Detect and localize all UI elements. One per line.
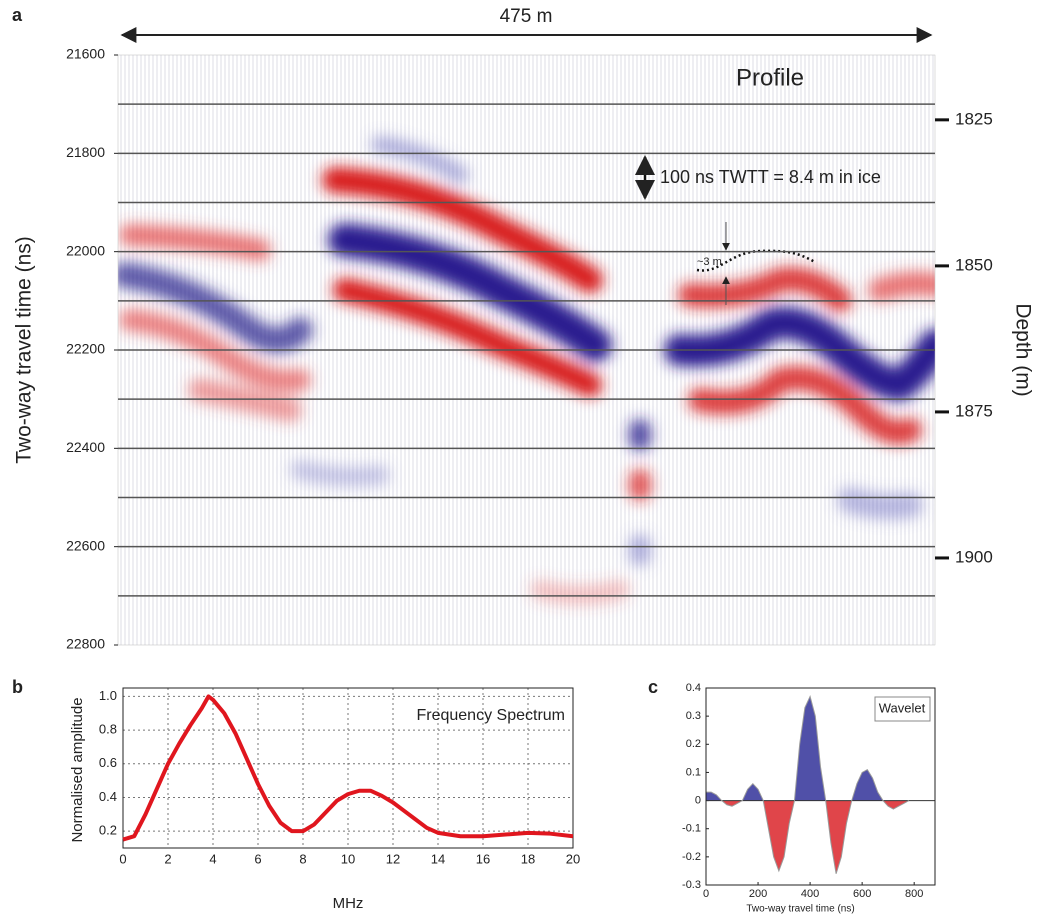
plot-frame: [705, 687, 936, 886]
y-tick-label: 0.6: [99, 755, 117, 770]
y2-tick-label: 1850: [955, 255, 993, 274]
y-tick-label: -0.3: [682, 879, 701, 891]
y-axis-label: Two-way travel time (ns): [13, 236, 36, 464]
annotation: Profile: [736, 64, 804, 91]
panel-label: a: [12, 5, 23, 25]
negative-lobes: [721, 800, 909, 874]
plot-frame: [122, 687, 574, 849]
x-tick-label: 12: [386, 851, 400, 866]
panel-label: b: [12, 677, 23, 697]
positive-lobes: [706, 696, 909, 801]
x-tick-label: 18: [521, 851, 535, 866]
y-tick-label: 21600: [66, 46, 105, 62]
x-axis-label: MHz: [333, 895, 364, 912]
y-tick-label: 21800: [66, 144, 105, 160]
x-tick-label: 16: [476, 851, 490, 866]
width-label: 475 m: [500, 6, 553, 27]
y-tick-label: -0.2: [682, 851, 701, 863]
y-tick-label: 0.4: [686, 682, 701, 694]
annotation: ~3 m: [697, 256, 722, 268]
y-axis-label: Normalised amplitude: [69, 697, 86, 842]
panel-label: c: [648, 677, 658, 697]
wavelet-line: [706, 694, 910, 874]
y2-tick-label: 1900: [955, 547, 993, 566]
x-tick-label: 0: [703, 888, 709, 900]
x-tick-label: 200: [749, 888, 767, 900]
x-tick-label: 6: [254, 851, 261, 866]
y-tick-label: 0.2: [99, 823, 117, 838]
title-box: [874, 696, 931, 722]
y-tick-label: -0.1: [682, 823, 701, 835]
y2-tick-label: 1875: [955, 401, 993, 420]
y-tick-label: 0.4: [99, 789, 117, 804]
y-tick-label: 1.0: [99, 688, 117, 703]
x-tick-label: 8: [299, 851, 306, 866]
y-tick-label: 0.1: [686, 766, 701, 778]
x-tick-label: 0: [119, 851, 126, 866]
y-tick-label: 22400: [66, 439, 105, 455]
chart-title: Frequency Spectrum: [416, 707, 565, 724]
x-tick-label: 400: [801, 888, 819, 900]
x-tick-label: 10: [341, 851, 355, 866]
y-tick-label: 0.2: [686, 738, 701, 750]
y-tick-label: 22200: [66, 341, 105, 357]
chart-title: Wavelet: [879, 700, 926, 715]
annotation: 100 ns TWTT = 8.4 m in ice: [660, 167, 881, 187]
x-tick-label: 4: [209, 851, 216, 866]
x-tick-label: 20: [566, 851, 580, 866]
y-tick-label: 22600: [66, 537, 105, 553]
x-tick-label: 14: [431, 851, 445, 866]
y-tick-label: 0.8: [99, 722, 117, 737]
x-tick-label: 600: [853, 888, 871, 900]
x-tick-label: 800: [905, 888, 923, 900]
y-tick-label: 0: [695, 794, 701, 806]
spectrum-line: [122, 694, 574, 842]
y-tick-label: 0.3: [686, 710, 701, 722]
y2-axis-label: Depth (m): [1011, 303, 1034, 396]
y2-tick-label: 1825: [955, 109, 993, 128]
y-tick-label: 22000: [66, 242, 105, 258]
x-axis-label: Two-way travel time (ns): [746, 904, 854, 915]
x-tick-label: 2: [164, 851, 171, 866]
y-tick-label: 22800: [66, 636, 105, 652]
